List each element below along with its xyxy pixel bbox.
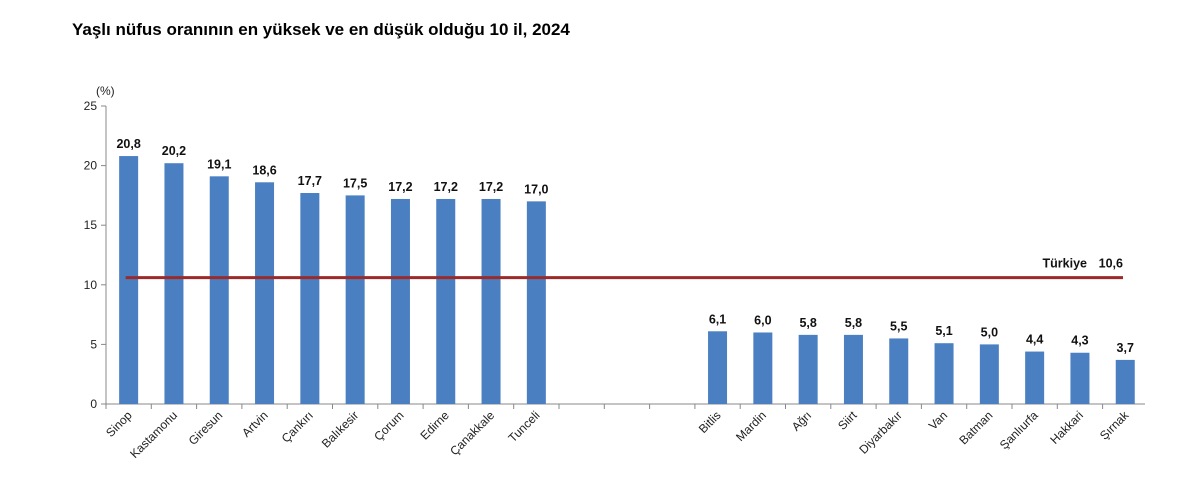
bar xyxy=(843,334,863,404)
bar xyxy=(119,156,139,404)
bar xyxy=(300,193,320,404)
data-label: 17,2 xyxy=(434,180,458,194)
bar xyxy=(889,338,909,404)
data-label: 17,0 xyxy=(524,182,548,196)
x-tick-label: Diyarbakır xyxy=(856,408,905,457)
bar xyxy=(436,198,456,404)
y-tick-label: 25 xyxy=(84,99,98,113)
x-tick-label: Bitlis xyxy=(696,408,724,436)
y-tick-label: 5 xyxy=(90,337,97,351)
x-tick-label: Şırnak xyxy=(1097,408,1132,443)
x-tick-label: Sinop xyxy=(103,408,135,440)
data-label: 19,1 xyxy=(207,157,231,171)
bar xyxy=(979,344,999,404)
bar xyxy=(1115,359,1135,404)
bar xyxy=(1070,352,1090,404)
bar xyxy=(345,195,365,404)
y-tick-label: 0 xyxy=(90,397,97,411)
bar xyxy=(209,176,229,404)
x-tick-label: Ağrı xyxy=(789,408,814,433)
reference-line-value: 10,6 xyxy=(1099,257,1123,271)
reference-line-group: Türkiye 10,6 xyxy=(125,257,1123,280)
bar xyxy=(708,331,728,404)
data-label: 5,0 xyxy=(981,325,998,339)
x-tick-label: Giresun xyxy=(186,408,226,448)
bar xyxy=(481,198,501,404)
bar xyxy=(255,182,275,404)
x-tick-label: Çanakkale xyxy=(447,408,497,458)
x-tick-label: Artvin xyxy=(239,408,271,440)
x-tick-label: Batman xyxy=(956,408,995,447)
y-tick-label: 15 xyxy=(84,218,98,232)
data-label: 6,0 xyxy=(754,313,771,327)
data-label: 3,7 xyxy=(1117,341,1134,355)
y-tick-label: 20 xyxy=(84,159,98,173)
data-label: 20,2 xyxy=(162,144,186,158)
data-label: 4,4 xyxy=(1026,333,1043,347)
bar xyxy=(390,198,410,404)
x-tick-label: Mardin xyxy=(733,408,769,444)
x-tick-label: Hakkari xyxy=(1047,408,1086,447)
data-label: 20,8 xyxy=(116,137,140,151)
x-tick-label: Çankırı xyxy=(279,408,316,445)
data-label: 5,5 xyxy=(890,319,907,333)
x-tick-label: Siirt xyxy=(835,408,860,433)
bar xyxy=(934,343,954,404)
data-label: 6,1 xyxy=(709,312,726,326)
y-unit-label: (%) xyxy=(96,84,115,98)
data-label: 17,7 xyxy=(298,174,322,188)
bar xyxy=(753,332,773,404)
x-tick-label: Tunceli xyxy=(506,408,543,445)
y-tick-label: 10 xyxy=(84,278,98,292)
data-label: 17,2 xyxy=(479,180,503,194)
data-label: 4,3 xyxy=(1071,334,1088,348)
data-label: 18,6 xyxy=(252,163,276,177)
reference-line-name: Türkiye xyxy=(1043,257,1088,271)
data-label: 5,8 xyxy=(845,316,862,330)
x-tick-label: Edirne xyxy=(417,408,452,443)
data-label: 17,2 xyxy=(388,180,412,194)
bars xyxy=(119,156,1135,404)
chart-title: Yaşlı nüfus oranının en yüksek ve en düş… xyxy=(72,20,570,39)
x-tick-label: Çorum xyxy=(371,408,406,443)
x-tick-label: Balıkesir xyxy=(319,408,361,450)
bar xyxy=(526,201,546,404)
data-label: 17,5 xyxy=(343,176,367,190)
x-tick-label: Kastamonu xyxy=(127,408,180,461)
bar xyxy=(798,334,818,404)
x-tick-label: Şanlıurfa xyxy=(997,408,1041,452)
x-tick-label: Van xyxy=(926,408,950,432)
bar xyxy=(1025,351,1045,404)
data-label: 5,8 xyxy=(799,316,816,330)
bar xyxy=(164,163,184,404)
data-label: 5,1 xyxy=(935,324,952,338)
axes: 0 5 10 15 20 25(%) xyxy=(84,84,1145,411)
